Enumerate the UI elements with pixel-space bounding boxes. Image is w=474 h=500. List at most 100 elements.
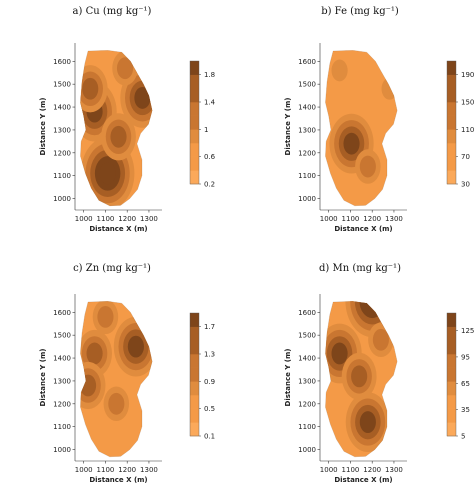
contour-map [80, 301, 153, 457]
colorbar: 0.2 0.6 1 1.4 1.8 [189, 60, 216, 189]
x-axis-label: Distance X (m) [89, 225, 147, 233]
colorbar-step [190, 340, 199, 355]
panel-1: a) Cu (mg kg⁻¹)1000110012001300140015001… [39, 6, 216, 233]
colorbar-tick-label: 0.6 [204, 153, 216, 161]
colorbar-tick-label: 1.4 [204, 99, 216, 107]
contour-hotspot [381, 77, 398, 100]
x-axis-label: Distance X (m) [334, 476, 392, 484]
contour-hotspot [351, 365, 368, 388]
y-axis-label: Distance Y (m) [39, 98, 47, 156]
x-axis-label: Distance X (m) [89, 476, 147, 484]
y-tick-label: 1100 [53, 172, 71, 180]
x-tick-label: 1200 [363, 215, 381, 223]
y-tick-label: 1300 [53, 377, 71, 385]
y-tick-label: 1400 [53, 104, 71, 112]
y-tick-label: 1500 [298, 81, 316, 89]
colorbar-step [190, 170, 199, 185]
colorbar-tick-label: 1.3 [204, 351, 215, 359]
colorbar-step [190, 354, 199, 368]
colorbar-step [447, 74, 456, 89]
colorbar-step [190, 88, 199, 103]
y-tick-label: 1200 [53, 400, 71, 408]
colorbar-step [190, 395, 199, 409]
x-tick-label: 1300 [140, 215, 158, 223]
colorbar-step [447, 88, 456, 103]
y-tick-label: 1100 [53, 423, 71, 431]
colorbar-tick-label: 0.1 [204, 433, 215, 441]
y-axis-label: Distance Y (m) [39, 349, 47, 407]
x-tick-label: 1000 [75, 466, 93, 474]
y-tick-label: 1100 [298, 423, 316, 431]
y-tick-label: 1300 [298, 126, 316, 134]
colorbar-tick-label: 0.5 [204, 405, 215, 413]
colorbar-step [190, 408, 199, 423]
colorbar-tick-label: 30 [461, 181, 470, 189]
y-axis-label: Distance Y (m) [284, 349, 292, 407]
colorbar-step [190, 422, 199, 437]
x-tick-label: 1300 [385, 215, 403, 223]
x-tick-label: 1300 [385, 466, 403, 474]
contour-hotspot [359, 411, 376, 434]
colorbar-step [190, 313, 199, 327]
contour-hotspot [80, 374, 97, 397]
y-tick-label: 1500 [298, 332, 316, 340]
colorbar-tick-label: 110 [461, 126, 474, 134]
colorbar-step [447, 326, 456, 341]
x-tick-label: 1200 [118, 466, 136, 474]
contour-hotspot [97, 305, 114, 328]
colorbar-tick-label: 150 [461, 99, 474, 107]
y-tick-label: 1000 [298, 446, 316, 454]
x-tick-label: 1100 [342, 215, 360, 223]
x-tick-label: 1000 [320, 466, 338, 474]
colorbar-tick-label: 5 [461, 433, 465, 441]
y-tick-label: 1500 [53, 81, 71, 89]
colorbar-tick-label: 95 [461, 353, 470, 361]
contour-hotspot [110, 125, 127, 148]
contour-hotspot [116, 57, 134, 80]
contour-map [325, 301, 398, 457]
contour-hotspot [127, 335, 144, 358]
colorbar-step [447, 340, 456, 355]
x-tick-label: 1000 [75, 215, 93, 223]
colorbar: 30 70 110 150 190 [446, 60, 474, 189]
x-tick-label: 1100 [342, 466, 360, 474]
y-tick-label: 1000 [298, 195, 316, 203]
y-tick-label: 1000 [53, 195, 71, 203]
colorbar-tick-label: 190 [461, 71, 474, 79]
colorbar-step [447, 381, 456, 396]
contour-map [325, 50, 398, 206]
colorbar-step [447, 367, 456, 382]
colorbar-tick-label: 1.7 [204, 323, 215, 331]
panel-4: d) Mn (mg kg⁻¹)1000110012001300140015001… [284, 263, 474, 484]
y-tick-label: 1600 [298, 58, 316, 66]
y-tick-label: 1600 [53, 58, 71, 66]
colorbar-step [190, 61, 199, 75]
colorbar-step [447, 61, 456, 75]
panel-title: b) Fe (mg kg⁻¹) [321, 6, 399, 17]
colorbar-step [447, 102, 456, 116]
contour-hotspot [364, 301, 381, 312]
colorbar-step [447, 395, 456, 409]
colorbar-tick-label: 125 [461, 327, 474, 335]
contour-hotspot [331, 342, 348, 365]
colorbar-tick-label: 1.8 [204, 71, 215, 79]
contour-hotspot [359, 301, 385, 319]
colorbar: 0.1 0.5 0.9 1.3 1.7 [189, 312, 215, 441]
contour-hotspot [343, 132, 360, 155]
colorbar-tick-label: 70 [461, 153, 470, 161]
contour-hotspot [331, 59, 348, 82]
colorbar-step [447, 170, 456, 185]
colorbar: 5 35 65 95 125 [446, 312, 474, 441]
panel-title: d) Mn (mg kg⁻¹) [319, 263, 401, 274]
colorbar-step [447, 408, 456, 423]
colorbar-tick-label: 0.9 [204, 378, 215, 386]
y-tick-label: 1200 [53, 149, 71, 157]
y-tick-label: 1400 [298, 355, 316, 363]
panel-3: c) Zn (mg kg⁻¹)1000110012001300140015001… [39, 263, 215, 484]
contour-hotspot [99, 162, 116, 185]
y-tick-label: 1200 [298, 149, 316, 157]
contour-hotspot [82, 77, 99, 100]
y-axis-label: Distance Y (m) [284, 98, 292, 156]
colorbar-step [190, 102, 199, 116]
